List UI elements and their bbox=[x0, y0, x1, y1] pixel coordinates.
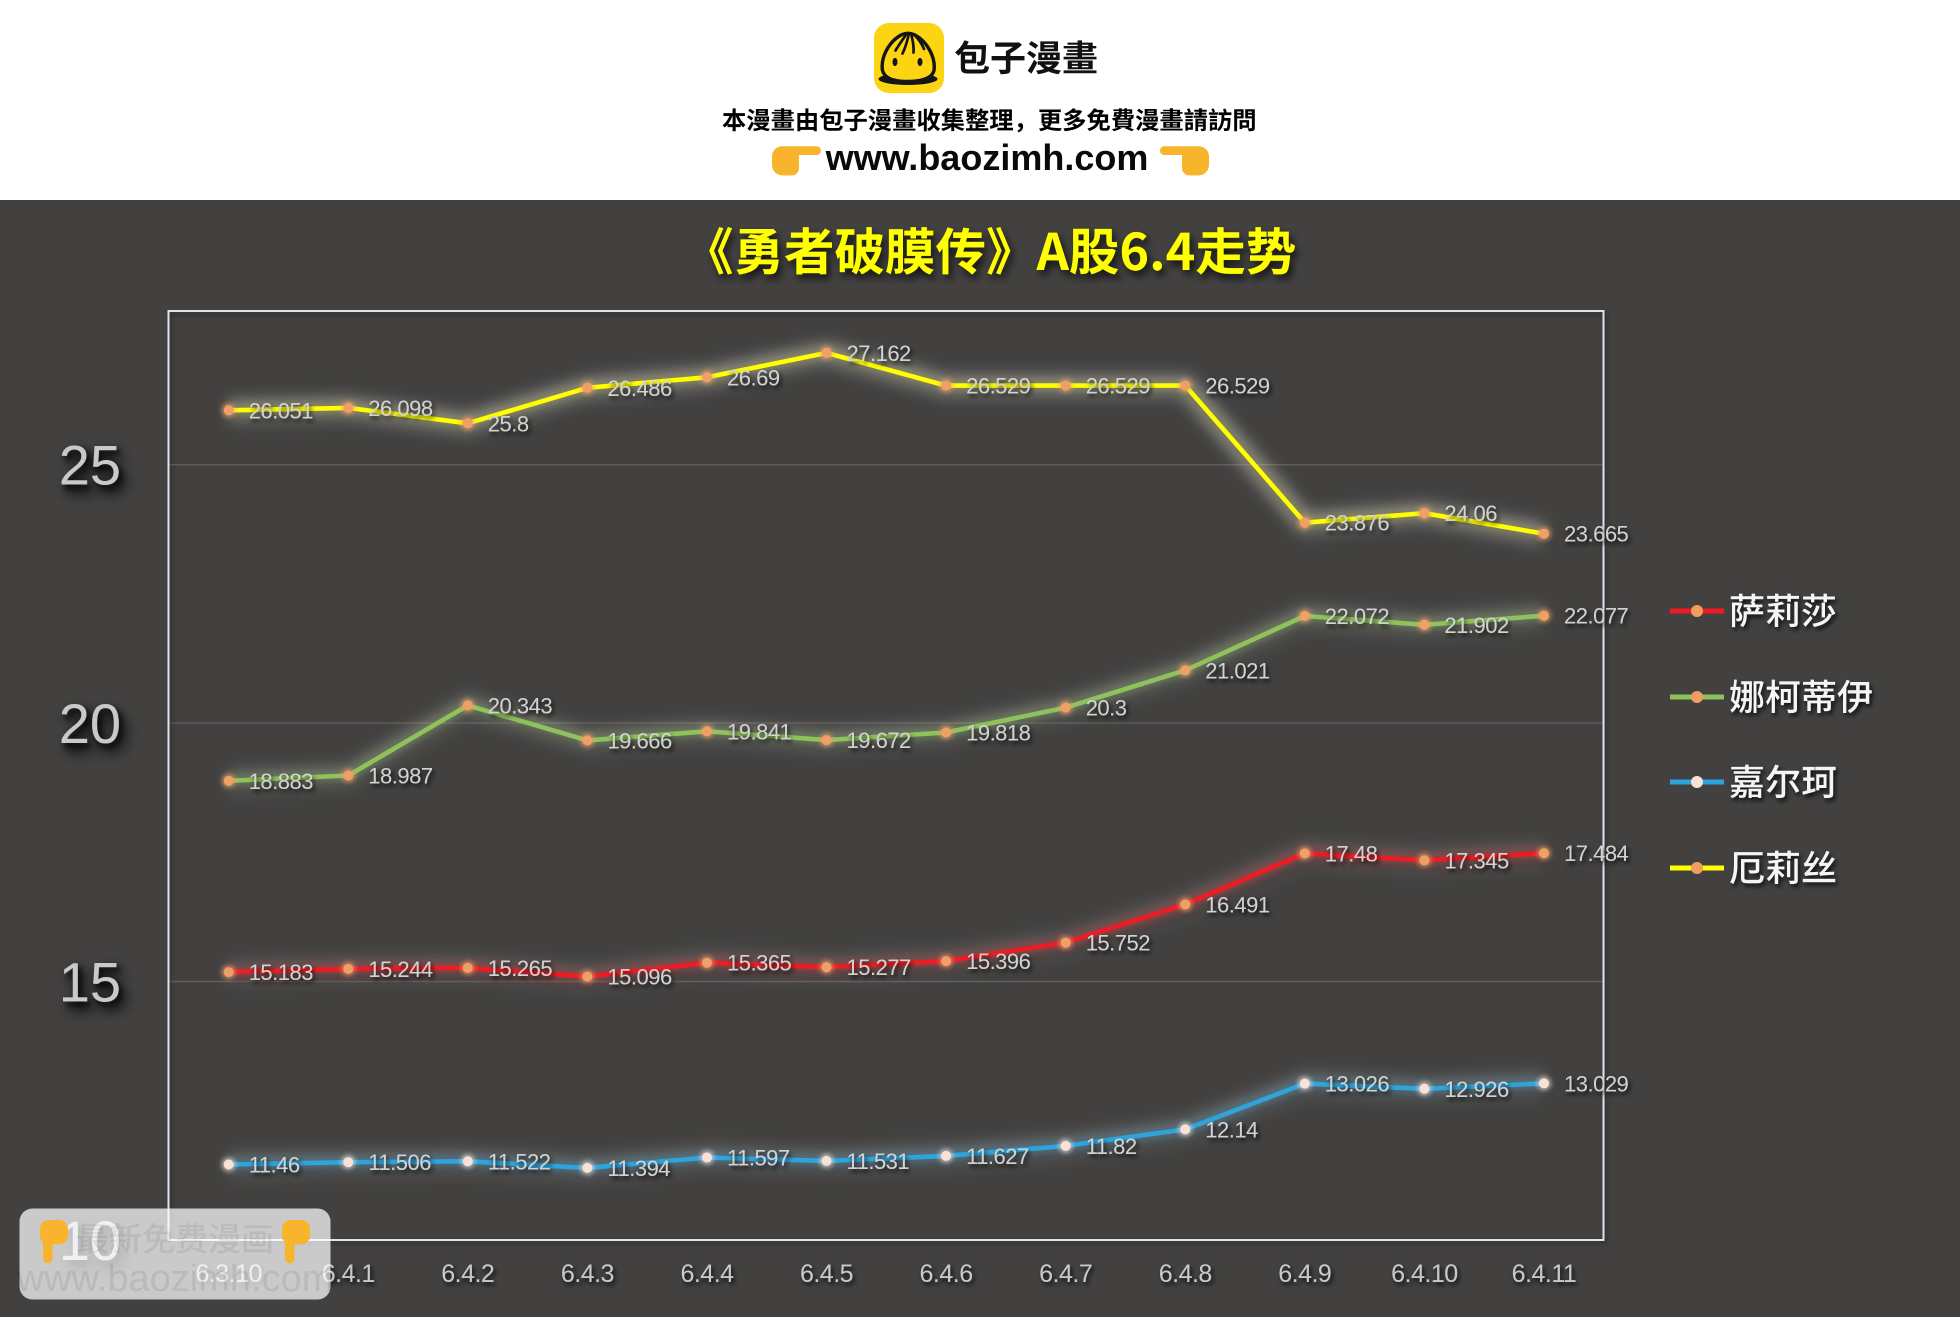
svg-text:11.531: 11.531 bbox=[847, 1149, 910, 1174]
svg-text:20.3: 20.3 bbox=[1086, 696, 1127, 721]
svg-text:17.345: 17.345 bbox=[1444, 848, 1509, 873]
svg-text:11.597: 11.597 bbox=[727, 1146, 790, 1171]
svg-text:11.522: 11.522 bbox=[488, 1149, 551, 1174]
svg-text:26.529: 26.529 bbox=[1205, 374, 1270, 399]
svg-text:6.4.2: 6.4.2 bbox=[441, 1260, 494, 1288]
svg-text:6.4.5: 6.4.5 bbox=[800, 1260, 853, 1288]
svg-text:19.818: 19.818 bbox=[966, 721, 1031, 746]
svg-text:11.394: 11.394 bbox=[607, 1156, 670, 1181]
svg-text:15.365: 15.365 bbox=[727, 951, 792, 976]
svg-text:21.021: 21.021 bbox=[1205, 658, 1270, 683]
svg-text:22.072: 22.072 bbox=[1325, 604, 1390, 629]
svg-text:17.484: 17.484 bbox=[1564, 841, 1629, 866]
svg-text:26.69: 26.69 bbox=[727, 365, 780, 390]
svg-text:18.987: 18.987 bbox=[368, 764, 433, 789]
svg-text:15.752: 15.752 bbox=[1086, 931, 1151, 956]
svg-text:23.876: 23.876 bbox=[1325, 511, 1390, 536]
svg-text:19.672: 19.672 bbox=[847, 728, 912, 753]
svg-text:12.926: 12.926 bbox=[1444, 1077, 1509, 1102]
svg-text:15.183: 15.183 bbox=[249, 960, 314, 985]
svg-text:11.46: 11.46 bbox=[249, 1153, 300, 1178]
svg-text:18.883: 18.883 bbox=[249, 769, 314, 794]
svg-text:26.529: 26.529 bbox=[1086, 374, 1151, 399]
svg-text:21.902: 21.902 bbox=[1444, 613, 1509, 638]
svg-text:26.051: 26.051 bbox=[249, 398, 314, 423]
svg-text:11.506: 11.506 bbox=[368, 1150, 431, 1175]
svg-text:6.4.6: 6.4.6 bbox=[920, 1260, 973, 1288]
svg-text:16.491: 16.491 bbox=[1205, 893, 1270, 918]
svg-text:19.841: 19.841 bbox=[727, 719, 792, 744]
svg-text:6.4.11: 6.4.11 bbox=[1512, 1260, 1577, 1288]
svg-text:26.529: 26.529 bbox=[966, 374, 1031, 399]
svg-text:27.162: 27.162 bbox=[847, 341, 912, 366]
svg-text:26.098: 26.098 bbox=[368, 396, 433, 421]
svg-text:12.14: 12.14 bbox=[1205, 1117, 1258, 1142]
svg-text:13.026: 13.026 bbox=[1325, 1072, 1390, 1097]
svg-text:24.06: 24.06 bbox=[1444, 501, 1497, 526]
svg-text:17.48: 17.48 bbox=[1325, 841, 1378, 866]
svg-text:11.82: 11.82 bbox=[1086, 1134, 1137, 1159]
svg-text:13.029: 13.029 bbox=[1564, 1071, 1629, 1096]
svg-text:26.486: 26.486 bbox=[607, 376, 672, 401]
svg-text:6.4.9: 6.4.9 bbox=[1278, 1260, 1331, 1288]
svg-text:25.8: 25.8 bbox=[488, 411, 529, 436]
svg-text:www.baozimh.com: www.baozimh.com bbox=[825, 137, 1149, 178]
svg-text:25: 25 bbox=[59, 434, 121, 497]
svg-text:15.096: 15.096 bbox=[607, 965, 672, 990]
svg-text:19.666: 19.666 bbox=[607, 728, 672, 753]
svg-text:20.343: 20.343 bbox=[488, 693, 553, 718]
svg-text:6.4.10: 6.4.10 bbox=[1391, 1260, 1458, 1288]
svg-text:15.396: 15.396 bbox=[966, 949, 1031, 974]
svg-text:15.244: 15.244 bbox=[368, 957, 433, 982]
svg-text:20: 20 bbox=[59, 692, 121, 755]
svg-text:6.4.4: 6.4.4 bbox=[680, 1260, 734, 1288]
svg-text:23.665: 23.665 bbox=[1564, 522, 1629, 547]
svg-text:11.627: 11.627 bbox=[966, 1144, 1029, 1169]
svg-text:6.4.8: 6.4.8 bbox=[1159, 1260, 1212, 1288]
svg-text:15.265: 15.265 bbox=[488, 956, 553, 981]
svg-text:6.4.3: 6.4.3 bbox=[561, 1260, 614, 1288]
svg-text:6.4.7: 6.4.7 bbox=[1039, 1260, 1092, 1288]
svg-text:15: 15 bbox=[59, 951, 121, 1014]
svg-text:www.baozimh.com: www.baozimh.com bbox=[16, 1258, 334, 1300]
svg-text:15.277: 15.277 bbox=[847, 955, 912, 980]
svg-text:6.4.1: 6.4.1 bbox=[322, 1260, 375, 1288]
svg-text:22.077: 22.077 bbox=[1564, 604, 1629, 629]
